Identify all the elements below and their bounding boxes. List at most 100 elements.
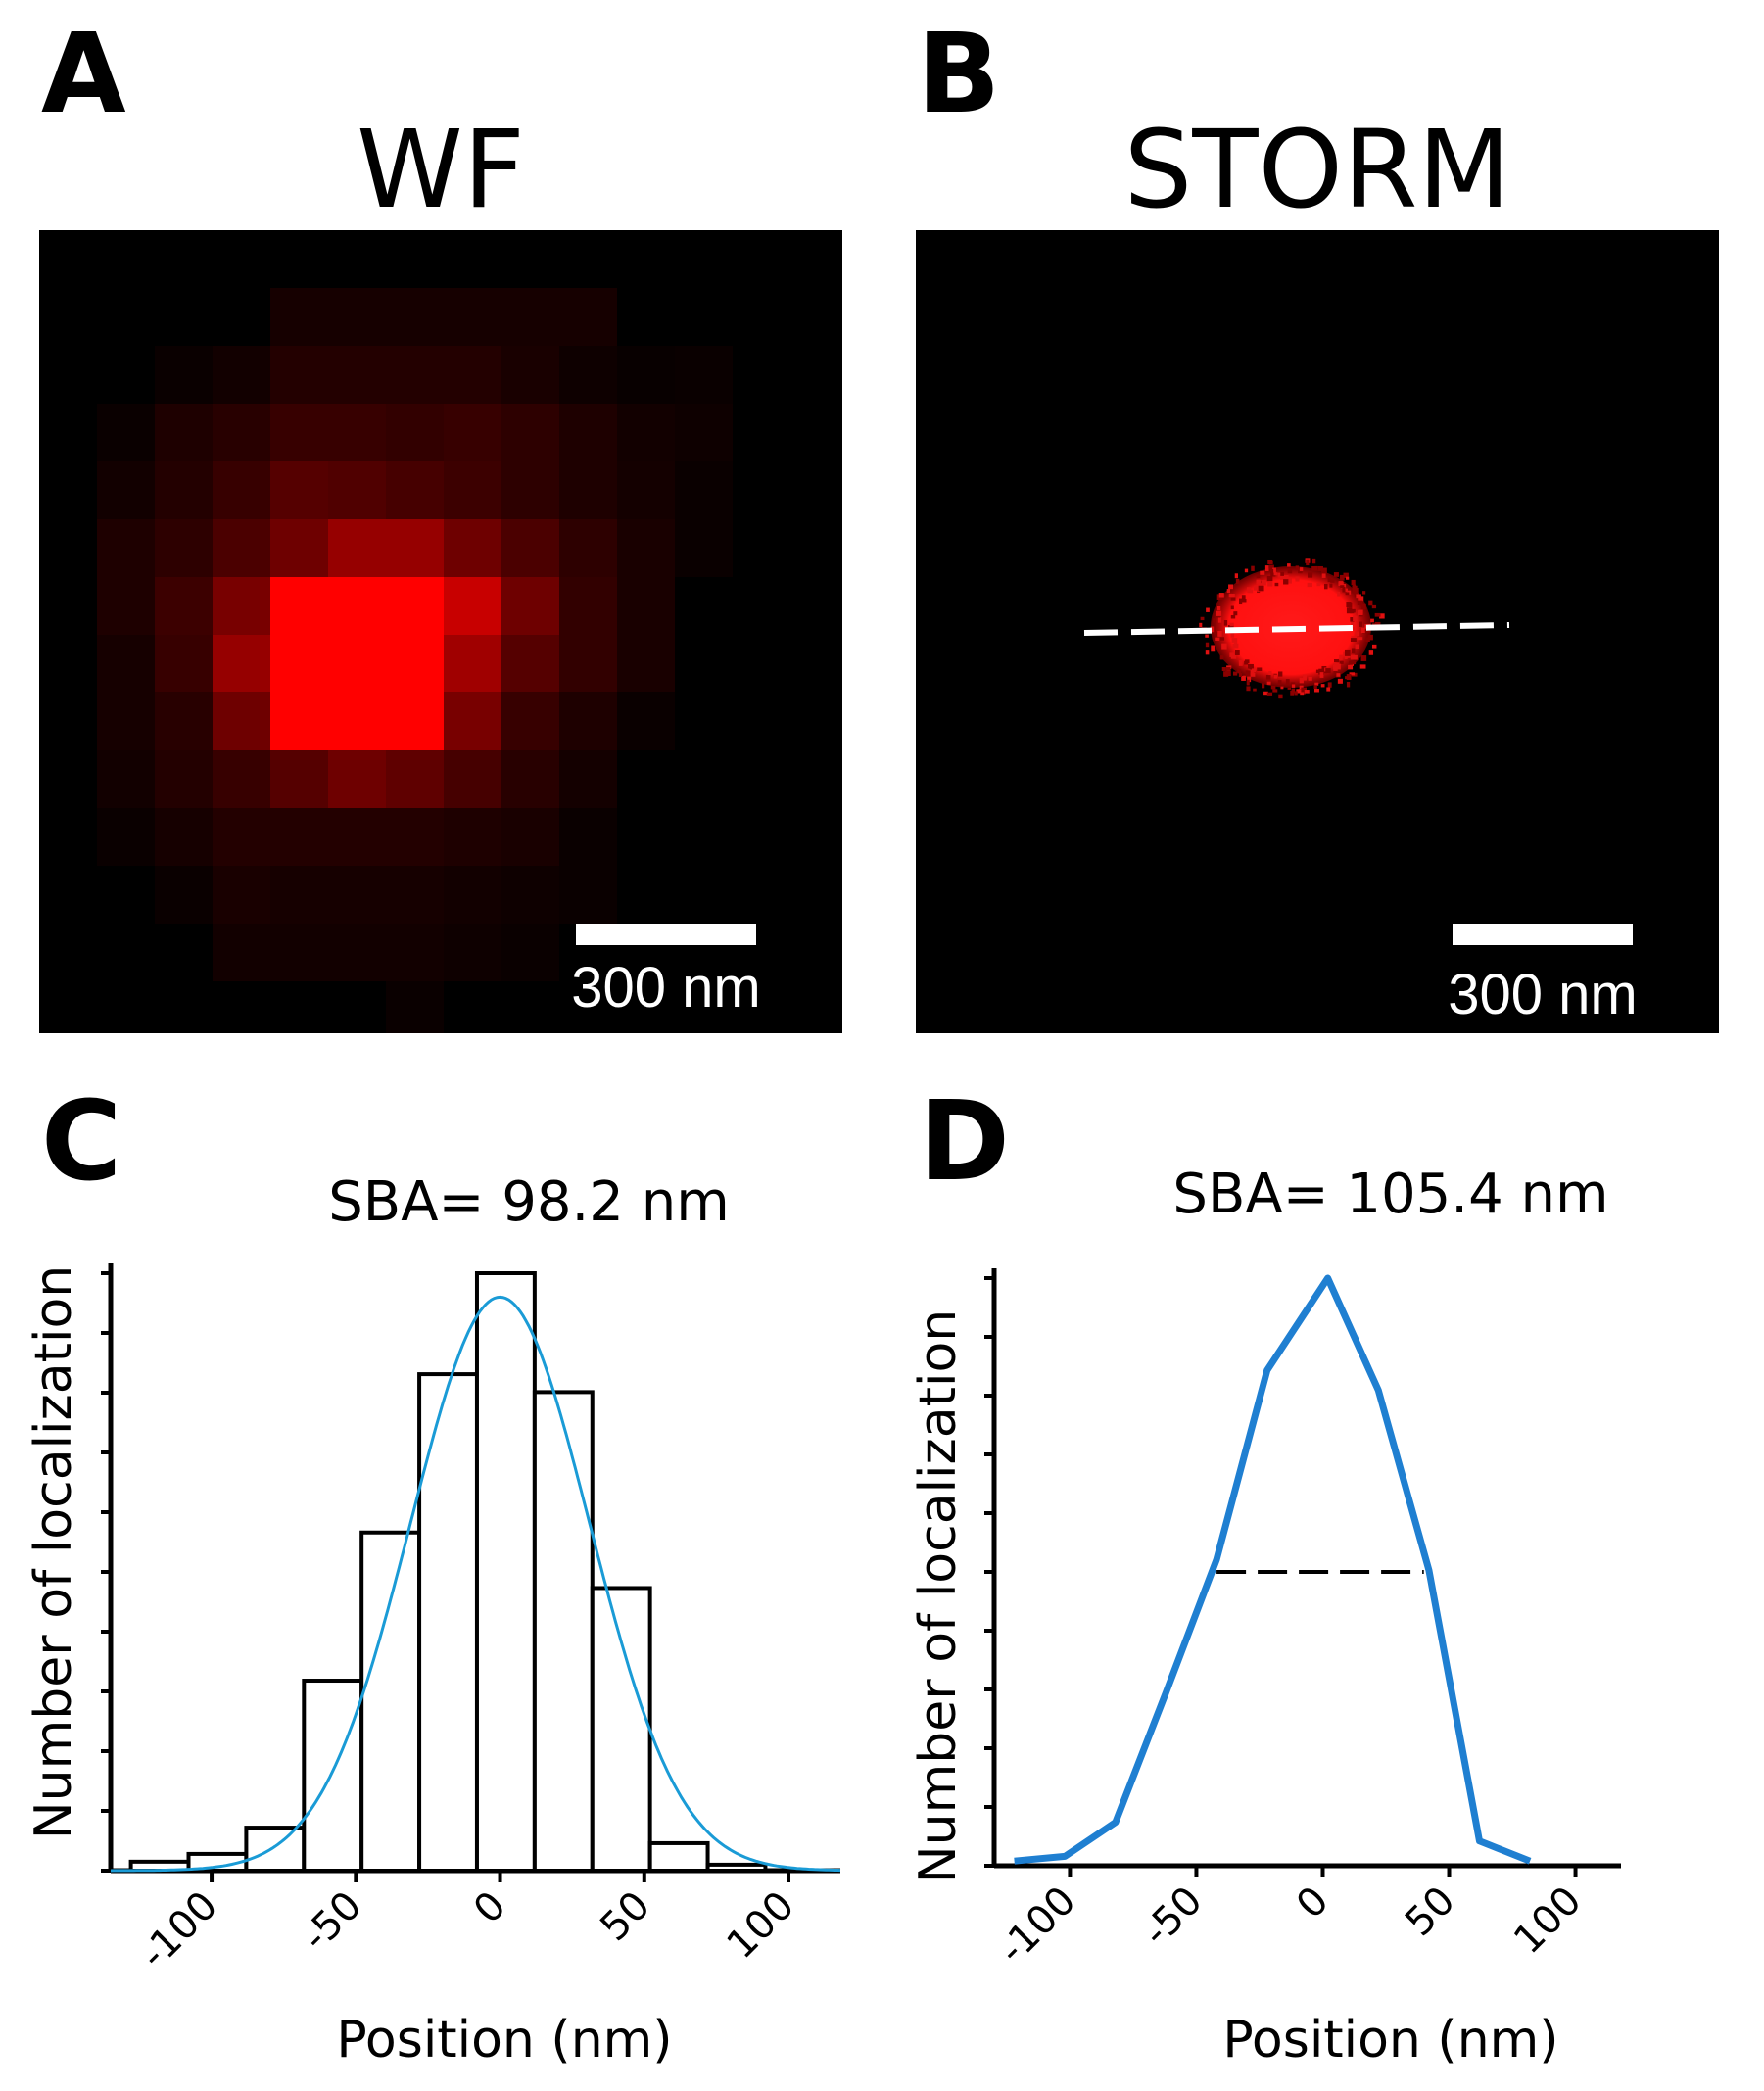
wf-pixel xyxy=(386,404,444,461)
x-axis-label: Position (nm) xyxy=(336,2011,672,2069)
storm-localization xyxy=(1358,609,1363,615)
wf-pixel xyxy=(328,866,386,924)
storm-localization xyxy=(1337,592,1341,597)
wf-pixel xyxy=(617,404,675,461)
storm-localization xyxy=(1303,674,1307,681)
storm-localization xyxy=(1320,684,1325,688)
storm-localization xyxy=(1287,568,1293,574)
storm-localization xyxy=(1301,687,1307,693)
wf-pixel xyxy=(155,404,213,461)
wf-pixel xyxy=(444,866,501,924)
storm-image: 300 nm xyxy=(916,230,1719,1033)
wf-pixel xyxy=(559,692,617,750)
wf-pixel xyxy=(155,866,213,924)
wf-pixel xyxy=(270,635,328,692)
storm-localization xyxy=(1368,600,1373,606)
wf-pixel xyxy=(270,346,328,404)
storm-localization xyxy=(1350,617,1355,622)
storm-localization xyxy=(1295,576,1300,582)
storm-localization xyxy=(1368,650,1374,655)
storm-localization xyxy=(1228,584,1234,590)
wf-pixel xyxy=(155,808,213,866)
storm-localization xyxy=(1272,567,1276,573)
storm-localization xyxy=(1339,654,1343,660)
wf-pixel xyxy=(155,577,213,635)
storm-localization xyxy=(1199,622,1203,628)
y-axis-label: Number of localization xyxy=(24,1265,83,1839)
storm-localization xyxy=(1232,671,1238,676)
storm-localization xyxy=(1346,674,1352,680)
storm-localization xyxy=(1340,585,1345,589)
x-tick-label: 0 xyxy=(1288,1878,1338,1928)
wf-pixel xyxy=(559,404,617,461)
storm-localization xyxy=(1329,583,1333,588)
wf-pixel xyxy=(386,288,444,346)
storm-localization xyxy=(1333,572,1339,577)
wf-pixel xyxy=(559,750,617,808)
storm-localization xyxy=(1339,574,1345,581)
storm-localization xyxy=(1307,582,1312,588)
wf-pixel xyxy=(213,692,270,750)
wf-pixel xyxy=(213,461,270,519)
storm-localization xyxy=(1230,615,1236,619)
storm-localization xyxy=(1359,621,1362,627)
storm-localization xyxy=(1235,578,1240,584)
storm-localization xyxy=(1357,600,1363,606)
storm-localization xyxy=(1330,578,1335,583)
wf-pixel xyxy=(270,924,328,981)
wf-scale-label: 300 nm xyxy=(571,956,761,1020)
storm-localization xyxy=(1287,687,1291,690)
wf-pixel xyxy=(328,346,386,404)
storm-localization xyxy=(1246,679,1250,686)
storm-localization xyxy=(1335,663,1341,670)
histogram-bar xyxy=(244,1826,307,1874)
storm-localization xyxy=(1261,579,1266,586)
storm-scale-label: 300 nm xyxy=(1448,963,1638,1026)
wf-pixel xyxy=(386,519,444,577)
wf-pixel xyxy=(270,461,328,519)
wf-pixel xyxy=(559,288,617,346)
storm-localization xyxy=(1337,678,1343,684)
storm-localization xyxy=(1294,691,1298,696)
storm-localization xyxy=(1299,685,1304,689)
storm-localization xyxy=(1234,642,1238,647)
wf-pixel xyxy=(213,346,270,404)
storm-localization xyxy=(1321,567,1327,574)
x-tick-label: 50 xyxy=(1397,1878,1464,1946)
storm-localization xyxy=(1290,682,1296,687)
storm-localization xyxy=(1264,565,1269,572)
storm-localization xyxy=(1356,594,1361,599)
storm-localization xyxy=(1360,627,1365,634)
wf-pixel xyxy=(155,750,213,808)
storm-localization xyxy=(1247,663,1254,669)
storm-localization xyxy=(1228,593,1233,598)
wf-pixel xyxy=(559,346,617,404)
storm-localization xyxy=(1321,665,1327,670)
storm-localization xyxy=(1370,618,1374,623)
wf-pixel xyxy=(328,924,386,981)
wf-pixel-grid xyxy=(97,288,733,1033)
storm-localization xyxy=(1327,576,1332,583)
wf-pixel xyxy=(155,461,213,519)
storm-localization xyxy=(1247,589,1254,594)
wf-pixel xyxy=(270,750,328,808)
wf-pixel xyxy=(270,577,328,635)
x-tick-label: 100 xyxy=(719,1883,804,1969)
wf-pixel xyxy=(213,750,270,808)
storm-localization xyxy=(1338,581,1344,585)
storm-localization xyxy=(1315,669,1322,673)
storm-localization xyxy=(1273,572,1278,576)
storm-localization xyxy=(1206,607,1210,612)
wf-pixel xyxy=(559,577,617,635)
wf-pixel xyxy=(617,692,675,750)
storm-localization xyxy=(1367,634,1373,641)
wf-pixel xyxy=(155,346,213,404)
storm-localization xyxy=(1219,655,1224,660)
wf-pixel xyxy=(97,635,155,692)
storm-localization xyxy=(1287,563,1291,567)
storm-localization xyxy=(1351,636,1358,640)
storm-localization xyxy=(1291,684,1296,688)
wf-pixel xyxy=(559,461,617,519)
wf-pixel xyxy=(97,519,155,577)
storm-localization xyxy=(1353,615,1358,622)
